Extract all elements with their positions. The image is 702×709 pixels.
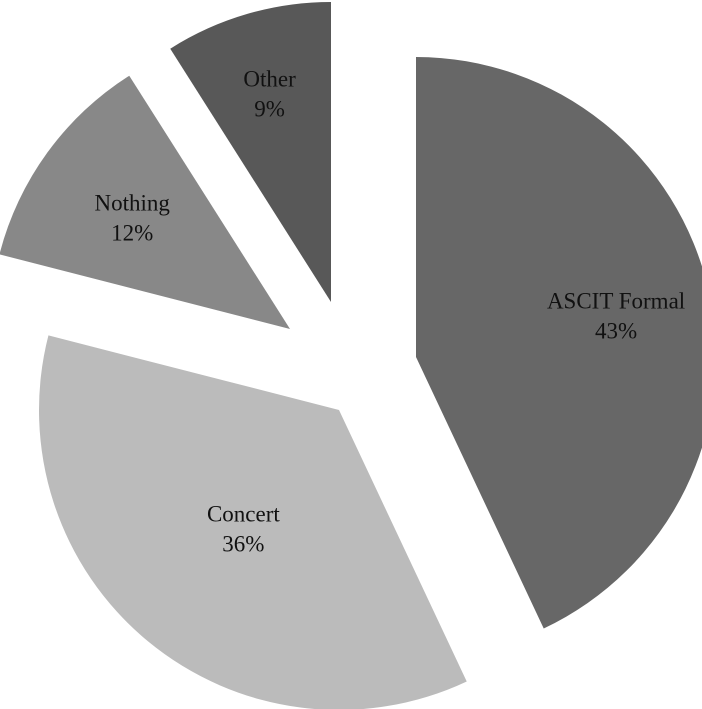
slice-label-concert: Concert <box>207 502 280 527</box>
pie-labels: ASCIT Formal 43% Concert 36% Nothing 12% Other… <box>95 67 686 557</box>
pie-slice-concert <box>39 335 467 709</box>
slice-label-other: Other <box>243 67 296 92</box>
slice-value-nothing: 12% <box>111 220 153 245</box>
pie-slice-ascit-formal <box>416 57 702 629</box>
pie-slice-nothing <box>0 75 290 329</box>
slice-label-nothing: Nothing <box>95 190 171 215</box>
slice-label-ascit-formal: ASCIT Formal <box>547 288 685 313</box>
pie-slice-other <box>170 2 331 302</box>
slice-value-ascit-formal: 43% <box>595 318 637 343</box>
slice-value-concert: 36% <box>222 532 264 557</box>
slice-value-other: 9% <box>254 97 285 122</box>
